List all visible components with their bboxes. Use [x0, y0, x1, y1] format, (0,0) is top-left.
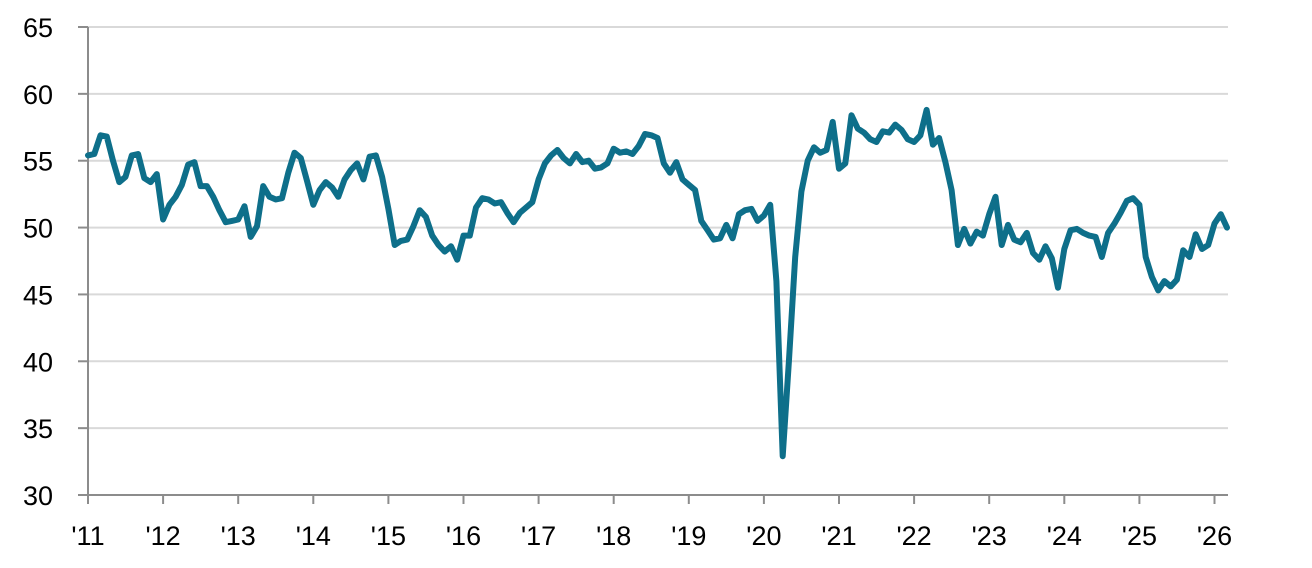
data-series-line [85, 106, 1230, 460]
y-tick-label: 45 [23, 280, 53, 310]
x-tick-label: '26 [1197, 521, 1232, 551]
x-tick-label: '22 [897, 521, 932, 551]
y-tick-label: 40 [23, 347, 53, 377]
x-tick-label: '19 [671, 521, 706, 551]
x-tick-label: '25 [1122, 521, 1157, 551]
x-tick-label: '20 [746, 521, 781, 551]
x-tick-label: '12 [146, 521, 181, 551]
x-tick-label: '14 [296, 521, 331, 551]
y-tick-label: 35 [23, 414, 53, 444]
x-tick-label: '13 [221, 521, 256, 551]
x-tick-label: '15 [371, 521, 406, 551]
x-tick-label: '16 [446, 521, 481, 551]
x-tick-label: '11 [71, 521, 104, 551]
x-tick-label: '23 [972, 521, 1007, 551]
x-tick-label: '24 [1047, 521, 1082, 551]
y-tick-label: 30 [23, 481, 53, 511]
y-tick-label: 65 [23, 13, 53, 43]
y-tick-label: 55 [23, 147, 53, 177]
x-tick-label: '21 [821, 521, 856, 551]
y-tick-label: 60 [23, 80, 53, 110]
y-axis: 30 35 40 45 50 55 60 65 [23, 13, 89, 511]
x-tick-label: '18 [596, 521, 631, 551]
x-axis: '11 '12 '13 '14 '15 '16 '17 '18 '19 '20 '21 '22 '23 '… [71, 494, 1232, 551]
y-tick-label: 50 [23, 214, 53, 244]
gridlines [88, 26, 1228, 430]
x-tick-label: '17 [521, 521, 556, 551]
